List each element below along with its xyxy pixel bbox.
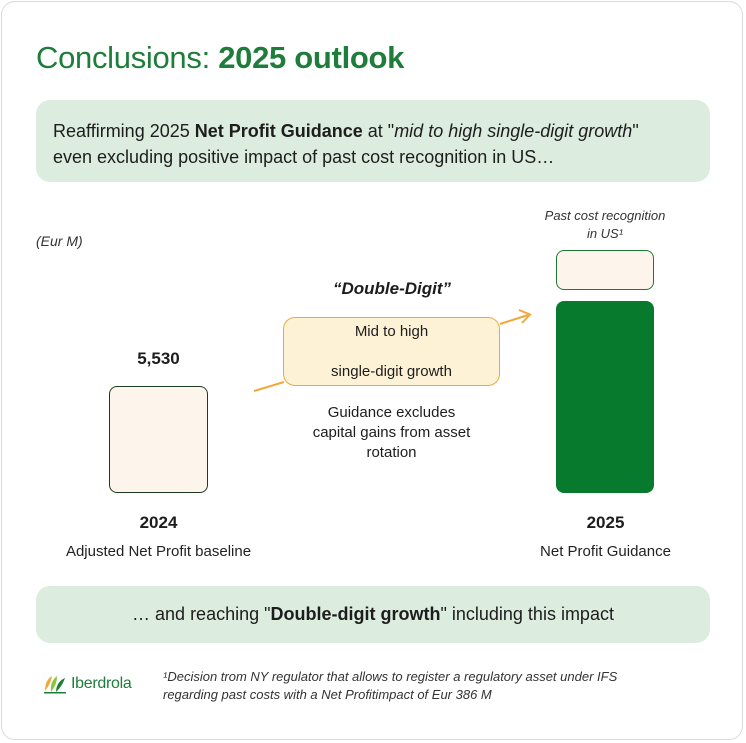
banner-text-2: at " bbox=[362, 121, 395, 141]
exclusion-note: Guidance excludes capital gains from ass… bbox=[283, 403, 500, 463]
past-cost-line-1: Past cost recognition bbox=[544, 208, 666, 223]
banner-text-3: " bbox=[632, 121, 639, 141]
bottom-text-1: … and reaching " bbox=[132, 604, 271, 624]
slide-title: Conclusions: 2025 outlook bbox=[36, 40, 404, 76]
banner-line-2: even excluding positive impact of past c… bbox=[53, 147, 555, 167]
logo-text: Iberdrola bbox=[71, 675, 132, 692]
double-digit-label: “Double-Digit” bbox=[332, 279, 452, 298]
banner-text-1: Reaffirming 2025 bbox=[53, 121, 195, 141]
banner-bold: Net Profit Guidance bbox=[194, 121, 363, 141]
bottom-text-2: " including this impact bbox=[440, 604, 614, 624]
value-2024: 5,530 bbox=[137, 349, 180, 368]
title-bold: 2025 outlook bbox=[218, 40, 405, 75]
caption-2024: Adjusted Net Profit baseline bbox=[65, 543, 252, 560]
iberdrola-logo: Iberdrola bbox=[43, 673, 132, 695]
year-2024: 2024 bbox=[139, 513, 178, 532]
leaf-icon bbox=[44, 676, 66, 694]
growth-line-1: Mid to high bbox=[354, 322, 429, 340]
bottom-bold: Double-digit growth bbox=[270, 604, 441, 624]
footnote: ¹Decision trom NY regulator that allows … bbox=[163, 668, 723, 704]
title-regular: Conclusions: bbox=[36, 40, 219, 75]
guidance-banner: Reaffirming 2025 Net Profit Guidance at … bbox=[36, 100, 710, 182]
bar-2025-past-cost bbox=[556, 250, 654, 290]
caption-2025: Net Profit Guidance bbox=[540, 543, 671, 560]
growth-box: Mid to high single-digit growth bbox=[283, 317, 500, 386]
exclusion-line-3: rotation bbox=[366, 444, 417, 461]
footnote-line-2: regarding past costs with a Net Profitim… bbox=[163, 687, 492, 702]
exclusion-line-2: capital gains from asset bbox=[312, 424, 471, 441]
banner-italic: mid to high single-digit growth bbox=[394, 121, 633, 141]
double-digit-banner: … and reaching "Double-digit growth" inc… bbox=[36, 586, 710, 643]
growth-line-2: single-digit growth bbox=[331, 362, 452, 380]
bar-2024 bbox=[109, 386, 208, 493]
exclusion-line-1: Guidance excludes bbox=[327, 404, 456, 421]
bar-2025 bbox=[556, 301, 654, 493]
past-cost-label: Past cost recognition in US¹ bbox=[520, 207, 690, 243]
footnote-line-1: ¹Decision trom NY regulator that allows … bbox=[163, 669, 618, 684]
unit-label: (Eur M) bbox=[36, 233, 83, 249]
past-cost-line-2: in US¹ bbox=[586, 226, 624, 241]
year-2025: 2025 bbox=[586, 513, 625, 532]
